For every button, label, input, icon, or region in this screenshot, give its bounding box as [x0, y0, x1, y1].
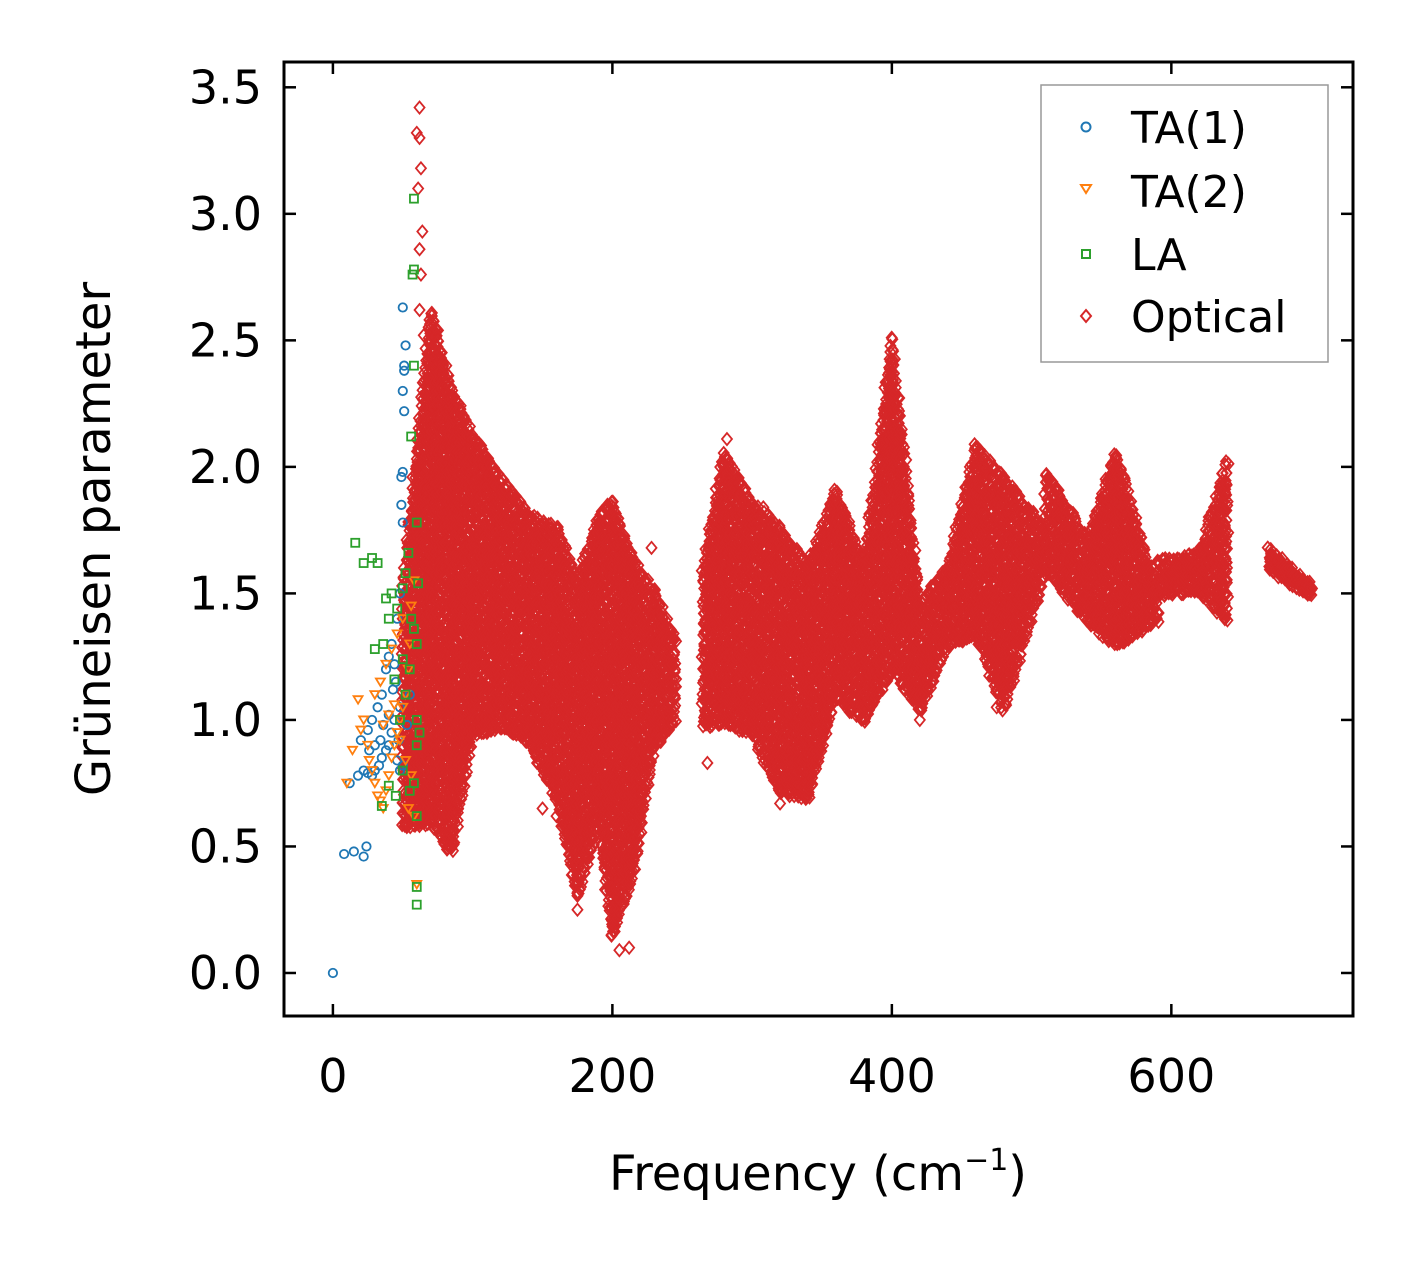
optical-point [425, 308, 439, 324]
optical-point [448, 823, 461, 839]
optical-point [432, 409, 445, 425]
optical-point [432, 333, 445, 349]
data-markers [327, 100, 1319, 979]
optical-point [451, 805, 465, 821]
optical-point [417, 789, 430, 805]
optical-point [419, 794, 432, 809]
optical-point [437, 357, 450, 373]
optical-point [446, 843, 460, 859]
optical-point [435, 501, 448, 517]
optical-point [430, 328, 443, 344]
optical-point [451, 819, 465, 835]
optical-point [451, 812, 464, 828]
